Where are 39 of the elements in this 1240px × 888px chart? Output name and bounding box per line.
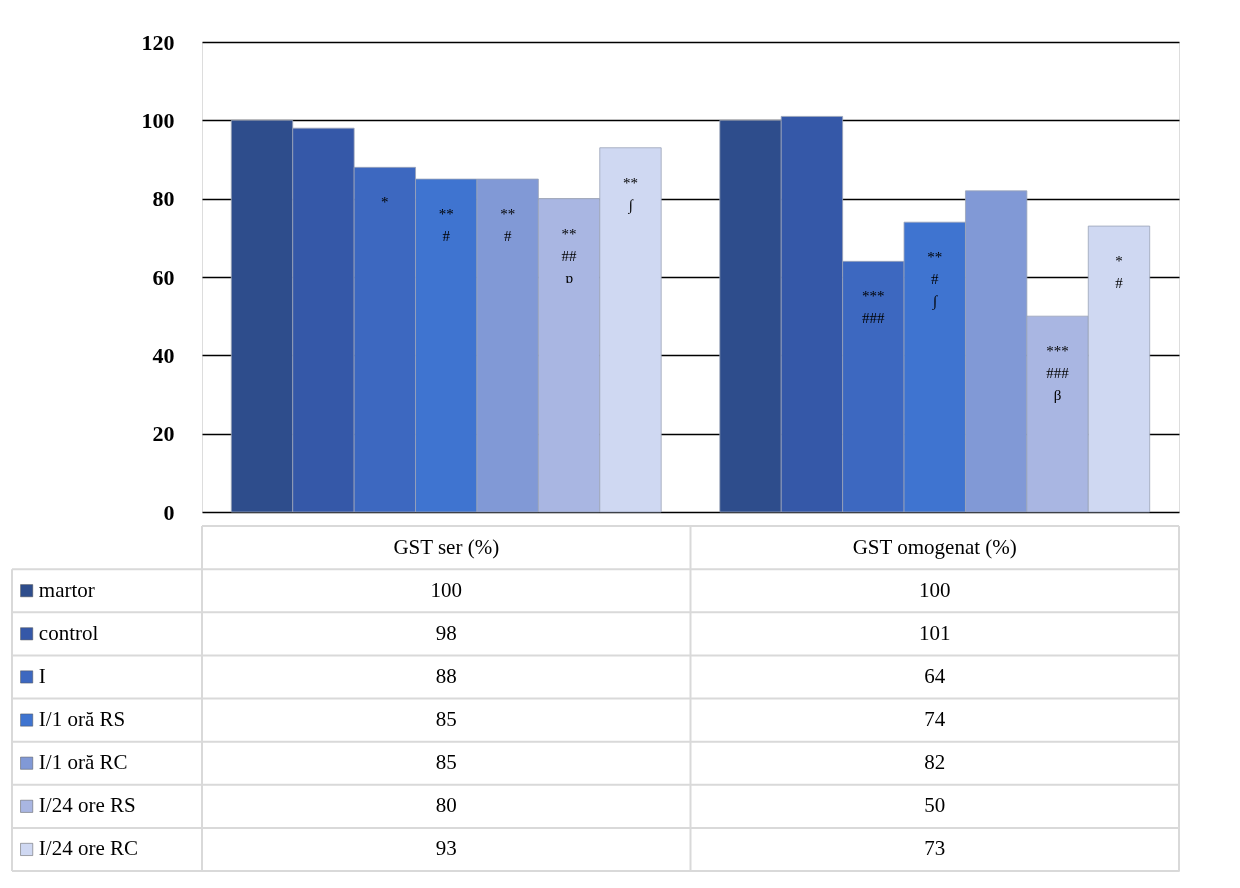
data-label: 88	[435, 663, 457, 688]
annotation: *** ###	[862, 288, 886, 327]
legend-label: I/24 ore RS	[38, 793, 136, 818]
legend-label: I	[38, 663, 46, 688]
data-label: 101	[919, 620, 951, 645]
y-tick-label: 120	[141, 29, 175, 55]
data-label: 82	[924, 750, 946, 775]
legend-label: martor	[38, 577, 95, 602]
y-tick-label: 0	[163, 499, 175, 525]
annotation: *** ### β	[1046, 343, 1070, 404]
annotation: ** ## ɒ	[561, 225, 578, 286]
data-label: 85	[435, 707, 457, 732]
y-tick-label: 20	[152, 421, 175, 447]
data-label: 93	[435, 836, 457, 861]
legend-label: I/1 oră RC	[38, 750, 128, 775]
annotation: ** ∫	[622, 174, 638, 214]
data-label: 80	[435, 793, 457, 818]
data-label: 85	[435, 750, 457, 775]
x-tick-label: GST ser (%)	[393, 534, 500, 559]
annotation: ** #	[500, 206, 516, 245]
y-tick-label: 40	[152, 342, 175, 368]
data-label: 98	[435, 620, 457, 645]
annotation: *	[381, 194, 389, 211]
annotation: ** # ∫	[927, 249, 943, 311]
data-label: 74	[924, 707, 946, 732]
data-label: 50	[924, 793, 946, 818]
legend-label: I/1 oră RS	[38, 707, 126, 732]
data-label: 64	[924, 663, 946, 688]
data-label: 100	[430, 577, 462, 602]
y-tick-label: 80	[152, 186, 175, 212]
y-tick-label: 60	[152, 264, 175, 290]
legend-label: I/24 ore RC	[38, 836, 139, 861]
x-tick-label: GST omogenat (%)	[852, 534, 1017, 559]
annotation: ** #	[438, 206, 454, 245]
data-label: 100	[919, 577, 951, 602]
data-label: 73	[924, 836, 946, 861]
y-tick-label: 100	[141, 107, 175, 133]
annotation: * #	[1115, 253, 1124, 292]
legend-label: control	[38, 620, 99, 645]
